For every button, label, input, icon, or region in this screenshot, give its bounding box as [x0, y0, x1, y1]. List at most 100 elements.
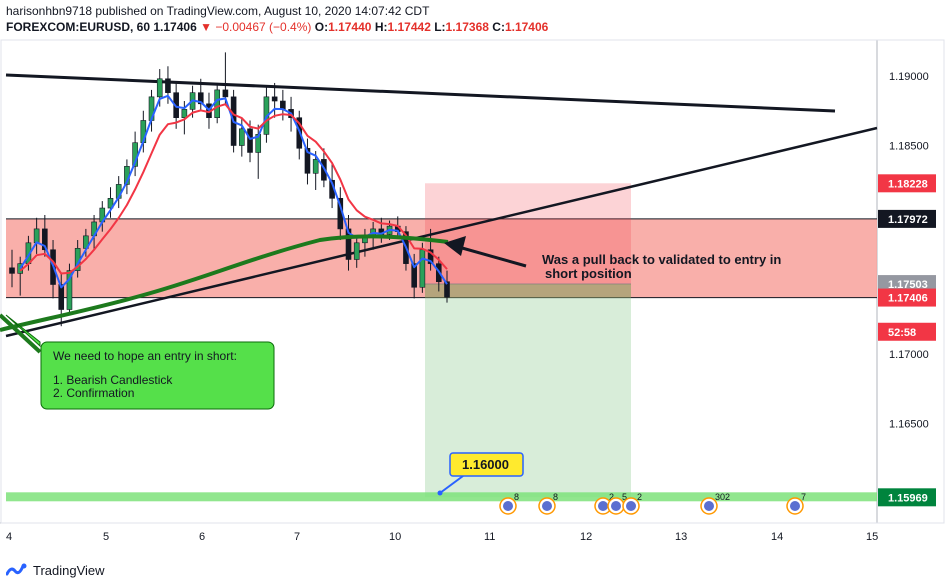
- event-flag-icon-inner: [611, 501, 621, 511]
- callout-pointer: [5, 314, 41, 348]
- target-callout-dot: [437, 490, 443, 496]
- candle-body: [271, 96, 278, 102]
- ma-medium-red: [19, 103, 448, 275]
- candle-body: [239, 128, 245, 146]
- support-band: [6, 492, 877, 502]
- event-flag-count: 5: [622, 492, 627, 502]
- event-flag-count: 302: [715, 492, 730, 502]
- candle-body: [181, 109, 188, 119]
- price-label-text: 1.17406: [888, 293, 928, 305]
- ma-slow-green: [0, 234, 449, 332]
- event-flag-icon-inner: [626, 501, 636, 511]
- arrow-note-line2: short position: [545, 266, 632, 281]
- x-tick-label: 6: [199, 531, 205, 543]
- candle-body: [427, 249, 434, 264]
- x-tick-label: 10: [389, 531, 401, 543]
- price-label-box: [878, 209, 936, 228]
- price-label-text: 1.17503: [888, 279, 928, 291]
- x-tick-label: 15: [866, 531, 878, 543]
- annotation-arrow-shaft: [454, 244, 527, 268]
- y-tick-label: 1.16500: [889, 419, 929, 431]
- candle-body: [304, 147, 311, 174]
- arrow-note-line1: Was a pull back to validated to entry in: [542, 252, 781, 267]
- candle-body: [58, 284, 65, 310]
- candle-body: [222, 89, 229, 98]
- x-tick-label: 14: [771, 531, 783, 543]
- event-flag-icon-inner: [704, 501, 714, 511]
- price-label-text: 1.18228: [888, 178, 928, 190]
- event-flag-count: 2: [637, 492, 642, 502]
- candle-body: [9, 267, 15, 274]
- candle-body: [247, 128, 253, 153]
- high-value: 1.17442: [387, 20, 431, 34]
- price-label-box: [878, 174, 936, 193]
- candle-body: [411, 263, 417, 288]
- price-label-box: [878, 288, 936, 307]
- event-flag-count: 8: [553, 492, 558, 502]
- price-label-text: 1.15969: [888, 492, 928, 504]
- symbol: FOREXCOM:EURUSD, 60: [6, 20, 151, 34]
- event-flag-icon-inner: [503, 501, 513, 511]
- price-label-text: 52:58: [888, 327, 916, 339]
- target-callout-text: 1.16000: [462, 457, 509, 472]
- candle-body: [197, 92, 204, 105]
- price-change: ▼ −0.00467 (−0.4%): [200, 20, 312, 34]
- x-tick-label: 11: [484, 531, 495, 543]
- y-tick-label: 1.17000: [889, 349, 929, 361]
- callout-item2: 2. Confirmation: [53, 386, 134, 400]
- trendline-lower: [5, 126, 878, 338]
- candle-body: [42, 228, 48, 251]
- price-label-text: 1.17972: [888, 214, 928, 226]
- event-flag-count: 7: [801, 492, 806, 502]
- candle-body: [165, 78, 171, 93]
- candle-body: [312, 159, 319, 174]
- event-flag-icon-inner: [790, 501, 800, 511]
- low-label: L:: [434, 20, 446, 34]
- chart-frame: [0, 39, 945, 524]
- target-callout-pointer: [439, 475, 464, 494]
- candle-body: [107, 198, 114, 209]
- y-tick-label: 1.19000: [889, 71, 929, 83]
- event-flag-count: 2: [609, 492, 614, 502]
- candle-body: [419, 249, 426, 288]
- x-tick-label: 7: [294, 531, 300, 543]
- event-flag-icon-inner: [598, 501, 608, 511]
- candle-body: [33, 228, 40, 244]
- y-tick-label: 1.18500: [889, 141, 929, 153]
- x-tick-label: 5: [103, 531, 109, 543]
- annotation-arrow-head: [444, 236, 466, 256]
- publisher-line: harisonhbn9718 published on TradingView.…: [6, 4, 430, 18]
- close-value: 1.17406: [504, 20, 549, 34]
- candle-body: [214, 89, 220, 119]
- tradingview-brand: TradingView: [33, 562, 105, 578]
- x-tick-label: 12: [580, 531, 592, 543]
- candle-body: [66, 270, 73, 310]
- price-label-box: [878, 488, 936, 507]
- tradingview-logo-icon: [6, 563, 27, 576]
- candle-body: [444, 281, 450, 298]
- candle-body: [353, 242, 360, 260]
- close-label: C:: [492, 20, 505, 34]
- x-tick-label: 4: [6, 531, 12, 543]
- callout-item1: 1. Bearish Candlestick: [53, 373, 173, 387]
- target-callout-box: [449, 452, 524, 477]
- symbol-line: FOREXCOM:EURUSD, 60 1.17406 ▼ −0.00467 (…: [6, 19, 706, 35]
- x-tick-label: 13: [675, 531, 687, 543]
- ma-slow-green-tail: [0, 313, 42, 354]
- price-label-box: [878, 322, 936, 341]
- short-position-risk: [425, 183, 631, 285]
- candle-body: [156, 78, 163, 98]
- last-price: 1.17406: [153, 20, 197, 34]
- chart-header: harisonhbn9718 published on TradingView.…: [6, 3, 706, 35]
- short-entry-band: [425, 284, 631, 298]
- event-flag-count: 8: [514, 492, 519, 502]
- ma-fast-blue: [19, 94, 448, 289]
- open-value: 1.17440: [328, 20, 372, 34]
- callout-title: We need to hope an entry in short:: [53, 349, 237, 363]
- candle-body: [345, 228, 352, 260]
- trendline-upper: [5, 73, 836, 113]
- low-value: 1.17368: [445, 20, 489, 34]
- callout-box: [40, 341, 275, 410]
- tradingview-footer[interactable]: TradingView: [6, 560, 105, 580]
